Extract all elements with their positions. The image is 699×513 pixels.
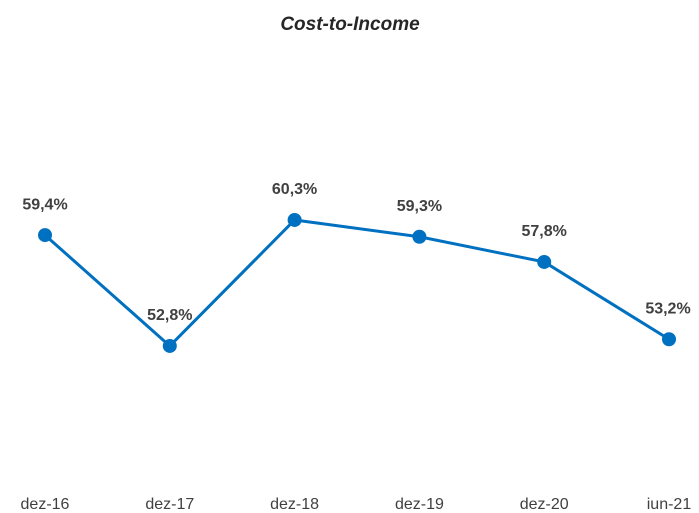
point: [412, 229, 427, 244]
x-tick-label: dez-18: [270, 496, 319, 513]
x-tick-label: dez-17: [145, 496, 194, 513]
point: [662, 332, 676, 347]
point: [537, 254, 552, 269]
point: [162, 338, 177, 353]
x-tick-label: dez-20: [520, 496, 569, 513]
point: [287, 212, 302, 227]
value-label: 59,4%: [22, 196, 67, 213]
value-label: 57,8%: [522, 223, 567, 240]
value-label: 59,3%: [397, 198, 442, 215]
x-tick-label: dez-19: [395, 496, 444, 513]
x-tick-label: iun-21: [647, 496, 692, 513]
point: [38, 228, 52, 243]
x-tick-label: dez-16: [21, 496, 70, 513]
value-label: 53,2%: [645, 300, 690, 317]
value-label: 52,8%: [147, 307, 192, 324]
value-label: 60,3%: [272, 181, 317, 198]
line: [44, 218, 670, 349]
chart-title: Cost-to-Income: [280, 14, 420, 35]
